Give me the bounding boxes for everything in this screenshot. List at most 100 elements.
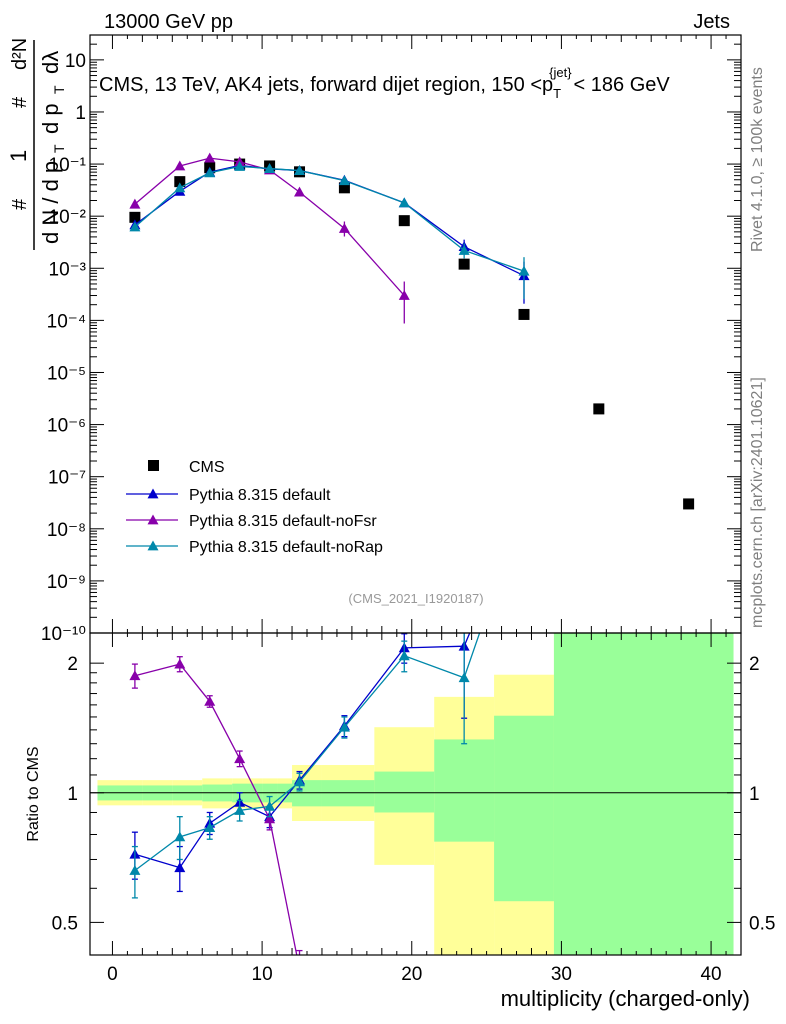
ratio-point-pythia-8-315-default-nofsr bbox=[174, 658, 186, 669]
y-tick-label: 10⁻¹ bbox=[49, 155, 87, 176]
ratio-point-pythia-8-315-default-norap bbox=[458, 672, 470, 683]
ratio-line-pythia-8-315-default-nofsr bbox=[134, 663, 298, 955]
ratio-point-pythia-8-315-default-nofsr bbox=[264, 813, 276, 824]
legend-marker-pythia-8-315-default-nofsr bbox=[147, 514, 159, 525]
data-point-pythia-8-315-default-nofsr bbox=[338, 222, 350, 233]
data-point-cms bbox=[593, 403, 605, 415]
header-left-label: 13000 GeV pp bbox=[104, 11, 233, 33]
rivet-label: Rivet 4.1.0, ≥ 100k events bbox=[749, 67, 766, 252]
y-tick-label: 10⁻² bbox=[49, 207, 87, 228]
main-panel-frame bbox=[89, 34, 742, 634]
data-point-pythia-8-315-default-nofsr bbox=[398, 290, 410, 300]
y-tick-label: 10⁻⁵ bbox=[47, 363, 86, 384]
ratio-band-stat bbox=[553, 633, 734, 955]
axes-frames bbox=[89, 34, 742, 956]
ratio-band-stat bbox=[434, 739, 495, 842]
y-label-hash2: # bbox=[9, 96, 31, 108]
y-tick-label: 10⁻¹⁰ bbox=[41, 624, 86, 645]
plot-title: CMS, 13 TeV, AK4 jets, forward dijet reg… bbox=[99, 65, 670, 101]
ratio-point-pythia-8-315-default bbox=[174, 862, 186, 873]
y-label-d2n: d²N bbox=[9, 38, 31, 70]
legend-marker-pythia-8-315-default-norap bbox=[147, 540, 159, 551]
legend-label-cms: CMS bbox=[189, 459, 225, 476]
x-axis-label: multiplicity (charged-only) bbox=[501, 986, 750, 1011]
y-label-t2: T bbox=[51, 85, 67, 94]
ratio-band-stat bbox=[374, 771, 435, 813]
data-point-pythia-8-315-default-norap bbox=[518, 265, 530, 276]
data-point-pythia-8-315-default-norap bbox=[234, 160, 246, 171]
y-tick-label: 10⁻³ bbox=[49, 259, 87, 280]
axis-ticks: 10⁻¹⁰ 10⁻⁹ 10⁻⁸ 10⁻⁷ 10⁻⁶ 10⁻⁵ 10⁻⁴ 10⁻³ 10⁻² 10⁻… bbox=[41, 34, 775, 985]
data-point-cms bbox=[398, 215, 410, 227]
ratio-point-pythia-8-315-default-norap bbox=[174, 831, 186, 842]
legend-marker-cms bbox=[148, 460, 159, 471]
data-point-pythia-8-315-default-nofsr bbox=[129, 198, 141, 209]
data-point-cms bbox=[683, 498, 695, 510]
data-point-cms bbox=[338, 182, 350, 194]
y-tick-label: 10⁻⁹ bbox=[47, 572, 86, 593]
ratio-band-stat bbox=[494, 715, 554, 902]
y-label-hash1: # bbox=[9, 198, 31, 210]
data-point-pythia-8-315-default-nofsr bbox=[294, 186, 306, 197]
y-label-one: 1 bbox=[6, 150, 31, 162]
legend-label-pythia-8-315-default: Pythia 8.315 default bbox=[189, 487, 331, 504]
data-point-cms bbox=[174, 176, 186, 188]
ratio-line-pythia-8-315-default bbox=[134, 633, 471, 869]
plot-title-sub: T bbox=[553, 86, 561, 101]
series-line-pythia-8-315-default-norap bbox=[134, 165, 525, 272]
ratio-point-pythia-8-315-default-norap bbox=[398, 650, 410, 661]
data-point-pythia-8-315-default-nofsr bbox=[174, 160, 186, 171]
data-point-pythia-8-315-default-norap bbox=[129, 221, 141, 232]
ratio-point-pythia-8-315-default-nofsr bbox=[234, 753, 246, 764]
ratio-line-pythia-8-315-default-norap bbox=[134, 633, 481, 871]
data-point-pythia-8-315-default-nofsr bbox=[204, 152, 216, 163]
header-right-label: Jets bbox=[693, 11, 730, 33]
y-axis-label-main: # 1 d N / d p T # d²N d p T dλ bbox=[6, 38, 67, 250]
x-tick-label: 20 bbox=[401, 964, 422, 985]
y-label-dn: d N / d p bbox=[38, 161, 63, 244]
data-point-cms bbox=[129, 211, 141, 223]
plot-title-end: < 186 GeV bbox=[574, 74, 671, 96]
x-tick-label: 40 bbox=[700, 964, 721, 985]
data-point-pythia-8-315-default-norap bbox=[264, 163, 276, 173]
main-panel-series bbox=[129, 152, 695, 510]
ratio-point-pythia-8-315-default-norap bbox=[234, 804, 246, 815]
data-point-cms bbox=[458, 258, 470, 270]
legend-label-pythia-8-315-default-nofsr: Pythia 8.315 default-noFsr bbox=[189, 513, 377, 530]
y-tick-label: 1 bbox=[75, 103, 86, 124]
y-axis-label-ratio: Ratio to CMS bbox=[25, 746, 42, 841]
ratio-point-pythia-8-315-default-nofsr bbox=[204, 695, 216, 706]
data-point-pythia-8-315-default-norap bbox=[458, 244, 470, 255]
ratio-panel-series bbox=[129, 633, 481, 973]
data-point-pythia-8-315-default-norap bbox=[294, 165, 306, 175]
ratio-y-tick-label-right: 0.5 bbox=[749, 913, 775, 934]
ratio-point-pythia-8-315-default-nofsr bbox=[294, 963, 305, 973]
y-tick-label: 10 bbox=[65, 51, 86, 72]
y-tick-label: 10⁻⁷ bbox=[48, 468, 86, 489]
ratio-y-tick-label-right: 1 bbox=[749, 784, 760, 805]
legend-marker-pythia-8-315-default bbox=[147, 488, 159, 499]
x-tick-label: 10 bbox=[252, 964, 273, 985]
ratio-point-pythia-8-315-default-norap bbox=[264, 800, 276, 811]
legend-label-pythia-8-315-default-norap: Pythia 8.315 default-noRap bbox=[189, 539, 383, 556]
ratio-panel-frame bbox=[89, 632, 742, 956]
y-label-t1: T bbox=[51, 144, 67, 153]
x-tick-label: 0 bbox=[107, 964, 118, 985]
y-label-dl: dλ bbox=[38, 51, 63, 74]
ratio-point-pythia-8-315-default-norap bbox=[338, 721, 350, 732]
x-tick-label: 30 bbox=[551, 964, 572, 985]
plot-title-sup: {jet} bbox=[549, 65, 572, 80]
legend: CMS Pythia 8.315 default Pythia 8.315 defa… bbox=[126, 459, 383, 556]
ratio-y-tick-label: 1 bbox=[67, 784, 78, 805]
y-tick-label: 10⁻⁴ bbox=[47, 311, 86, 332]
ratio-y-tick-label: 0.5 bbox=[52, 913, 78, 934]
mcplots-label: mcplots.cern.ch [arXiv:2401.10621] bbox=[749, 377, 766, 628]
plot-title-main: CMS, 13 TeV, AK4 jets, forward dijet reg… bbox=[99, 74, 553, 96]
y-tick-label: 10⁻⁸ bbox=[47, 520, 86, 541]
data-point-pythia-8-315-default-norap bbox=[398, 197, 410, 208]
ratio-y-tick-label: 2 bbox=[67, 654, 78, 675]
y-label-dp: d p bbox=[38, 103, 63, 134]
data-point-pythia-8-315-default-norap bbox=[204, 167, 216, 178]
ratio-point-pythia-8-315-default-nofsr bbox=[129, 670, 141, 681]
